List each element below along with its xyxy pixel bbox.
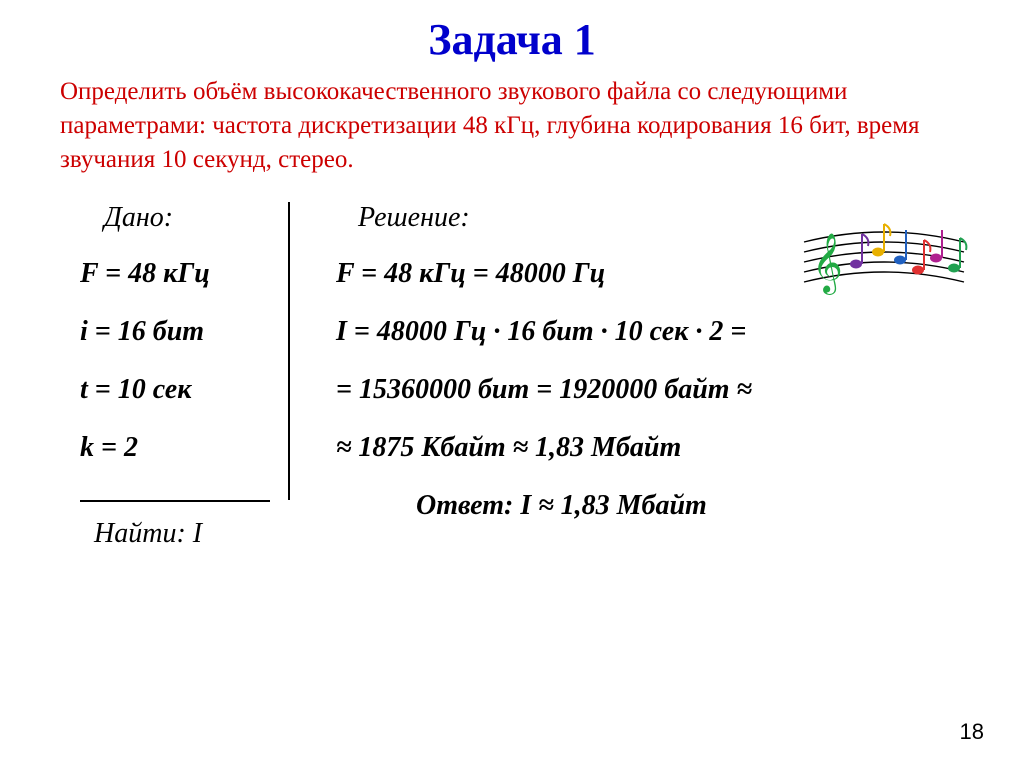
- find-label: Найти: I: [80, 518, 270, 550]
- answer-line: Ответ: I ≈ 1,83 Мбайт: [336, 490, 964, 522]
- svg-text:𝄞: 𝄞: [812, 233, 843, 295]
- solution-line-2: I = 48000 Гц · 16 бит · 10 сек · 2 =: [336, 316, 964, 348]
- solution-line-3: = 15360000 бит = 1920000 байт ≈: [336, 374, 964, 406]
- given-column: Дано: F = 48 кГц i = 16 бит t = 10 сек k…: [80, 202, 290, 550]
- page-title: Задача 1: [0, 0, 1024, 71]
- given-line-2: i = 16 бит: [80, 316, 270, 348]
- find-block: Найти: I: [80, 500, 270, 550]
- problem-statement: Определить объём высококачественного зву…: [0, 71, 1024, 176]
- given-line-3: t = 10 сек: [80, 374, 270, 406]
- music-notes-icon: 𝄞: [794, 212, 974, 312]
- solution-line-4: ≈ 1875 Кбайт ≈ 1,83 Мбайт: [336, 432, 964, 464]
- given-line-4: k = 2: [80, 432, 270, 464]
- page-number: 18: [960, 719, 984, 745]
- given-header: Дано:: [80, 202, 270, 234]
- given-line-1: F = 48 кГц: [80, 258, 270, 290]
